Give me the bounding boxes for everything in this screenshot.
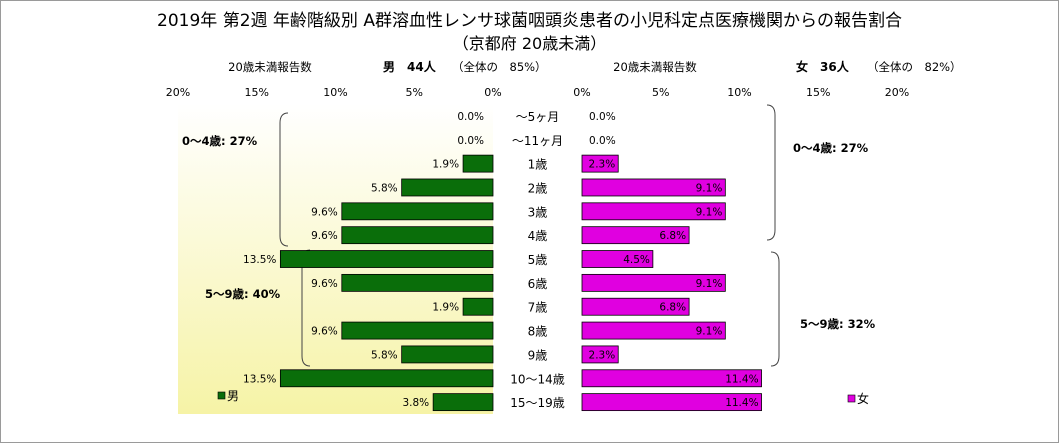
male-data-label: 5.8%: [371, 349, 398, 361]
female-bar: [581, 297, 690, 316]
male-bracket-0-4: [279, 112, 289, 247]
male-bar: [462, 154, 494, 173]
female-data-label: 9.1%: [696, 206, 723, 218]
category-label: 6歳: [528, 277, 548, 291]
category-label: 3歳: [528, 205, 548, 219]
female-bar: [581, 250, 654, 268]
category-label: 8歳: [528, 325, 548, 339]
male-ratio-label: （全体の 85%）: [452, 60, 547, 74]
male-data-label: 13.5%: [243, 373, 276, 385]
male-data-label: 9.6%: [311, 326, 338, 338]
female-bar: [581, 393, 762, 412]
male-axis-tick: 15%: [245, 86, 269, 99]
male-bar: [341, 273, 494, 292]
female-bar: [581, 202, 726, 221]
female-group-label-0-4: 0～4歳: 27%: [793, 141, 869, 155]
male-bar: [462, 297, 494, 316]
female-bar: [581, 321, 726, 340]
male-bar: [401, 345, 494, 364]
category-label: 1歳: [528, 158, 548, 172]
category-label: 10～14歳: [510, 372, 565, 386]
male-bar: [432, 393, 494, 412]
female-data-label: 0.0%: [589, 111, 616, 123]
category-label: 15～19歳: [510, 396, 565, 410]
female-legend-label: 女: [857, 391, 869, 406]
female-data-label: 9.1%: [696, 278, 723, 290]
category-label: 4歳: [528, 229, 548, 243]
male-reports-label: 20歳未満報告数: [228, 60, 312, 74]
male-data-label: 9.6%: [311, 206, 338, 218]
female-legend-swatch: [847, 394, 856, 403]
male-bar: [279, 369, 494, 388]
male-bar: [341, 226, 494, 245]
female-data-label: 2.3%: [589, 159, 616, 171]
female-data-label: 4.5%: [623, 254, 650, 266]
category-label: 7歳: [528, 301, 548, 315]
female-data-label: 9.1%: [696, 182, 723, 194]
male-legend-swatch: [217, 391, 226, 400]
male-group-label-5-9: 5～9歳: 40%: [205, 287, 281, 301]
female-bar: [581, 226, 690, 245]
female-bar: [581, 178, 726, 197]
male-legend-label: 男: [227, 389, 239, 403]
female-data-label: 6.8%: [659, 230, 686, 242]
male-data-label: 13.5%: [243, 254, 276, 266]
chart-title: 2019年 第2週 年齢階級別 A群溶血性レンサ球菌咽頭炎患者の小児科定点医療機…: [157, 11, 902, 31]
male-data-label: 5.8%: [371, 182, 398, 194]
female-data-label: 11.4%: [725, 373, 758, 385]
male-count-label: 男 44人: [383, 59, 437, 74]
male-data-label: 1.9%: [432, 159, 459, 171]
male-bar: [341, 202, 494, 221]
female-bar: [581, 369, 762, 388]
male-data-label: 9.6%: [311, 230, 338, 242]
category-label: 9歳: [528, 348, 548, 362]
female-axis-tick: 10%: [727, 86, 751, 99]
category-label: ～5ヶ月: [516, 110, 560, 124]
male-group-label-0-4: 0～4歳: 27%: [182, 134, 258, 148]
male-data-label: 0.0%: [457, 111, 484, 123]
male-axis-tick: 10%: [323, 86, 347, 99]
female-bracket-5-9: [770, 251, 780, 367]
male-bar: [341, 321, 494, 340]
female-axis-tick: 20%: [885, 86, 909, 99]
male-bar: [401, 178, 494, 197]
female-bracket-0-4: [766, 104, 776, 241]
male-data-label: 9.6%: [311, 278, 338, 290]
male-data-label: 3.8%: [402, 397, 429, 409]
category-label: 5歳: [528, 253, 548, 267]
male-bar: [279, 250, 494, 268]
female-axis-tick: 15%: [806, 86, 830, 99]
male-axis-tick: 0%: [484, 86, 501, 99]
male-axis-tick: 5%: [406, 86, 423, 99]
female-reports-label: 20歳未満報告数: [613, 60, 697, 74]
female-data-label: 0.0%: [589, 135, 616, 147]
female-group-label-5-9: 5～9歳: 32%: [800, 317, 876, 331]
female-data-label: 6.8%: [659, 302, 686, 314]
male-data-label: 1.9%: [432, 302, 459, 314]
male-axis-tick: 20%: [166, 86, 190, 99]
female-data-label: 2.3%: [589, 349, 616, 361]
female-bar: [581, 345, 619, 364]
chart-subtitle: （京都府 20歳未満）: [452, 34, 607, 53]
female-axis-tick: 5%: [652, 86, 669, 99]
female-axis-tick: 0%: [573, 86, 590, 99]
female-bar: [581, 154, 619, 173]
female-count-label: 女 36人: [796, 59, 850, 74]
female-data-label: 9.1%: [696, 326, 723, 338]
female-data-label: 11.4%: [725, 397, 758, 409]
category-label: 2歳: [528, 181, 548, 195]
female-bar: [581, 273, 726, 292]
female-ratio-label: （全体の 82%）: [867, 60, 962, 74]
category-label: ～11ヶ月: [512, 134, 563, 148]
male-data-label: 0.0%: [457, 135, 484, 147]
